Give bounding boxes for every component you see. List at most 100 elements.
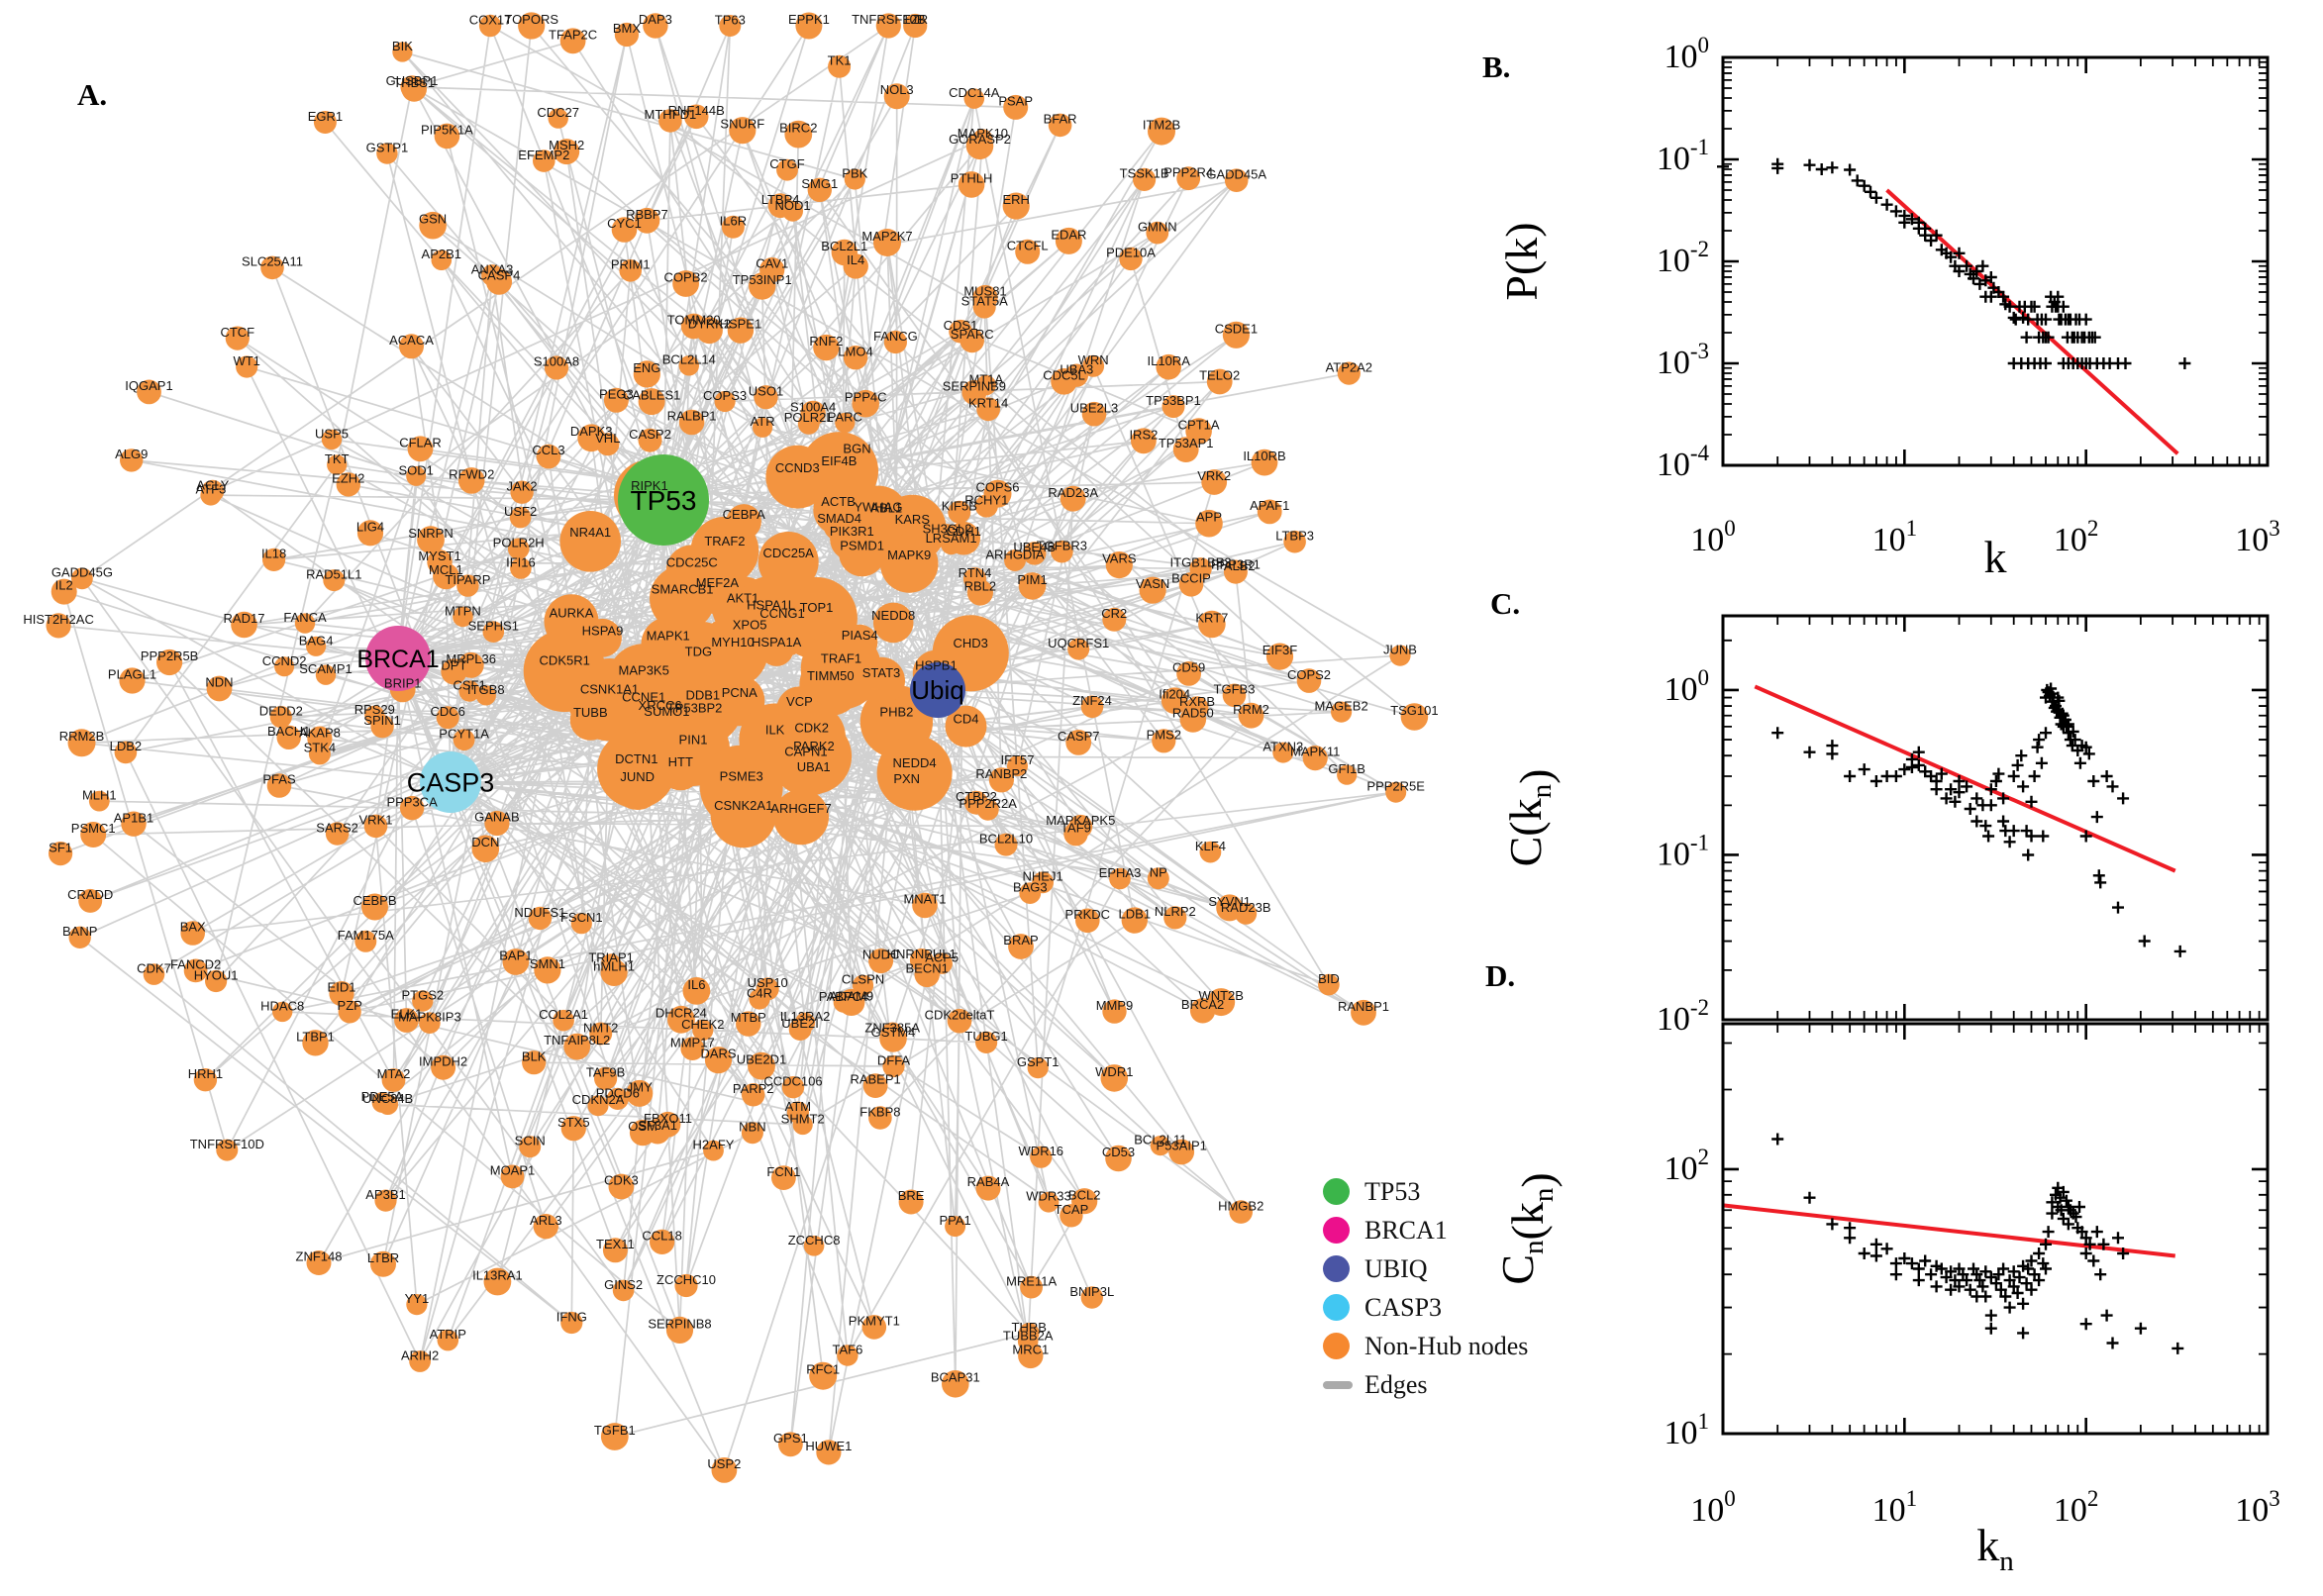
node-label: LTBP1 xyxy=(296,1029,335,1044)
node-label: SERPINB9 xyxy=(943,379,1006,394)
network-node xyxy=(528,906,553,931)
node-label: TP53BP2 xyxy=(667,701,723,716)
network-node xyxy=(1296,668,1322,693)
network-node xyxy=(1102,607,1127,632)
network-node xyxy=(1148,117,1175,146)
network-node xyxy=(843,253,868,279)
network-node xyxy=(1283,530,1306,553)
network-node xyxy=(727,317,755,344)
node-label: PHB2 xyxy=(879,704,913,719)
network-node xyxy=(945,1216,966,1238)
node-label: CTCFL xyxy=(1007,238,1049,252)
node-label: KRT14 xyxy=(968,396,1008,411)
node-label: VRK1 xyxy=(359,813,393,828)
network-node xyxy=(879,535,939,593)
network-node xyxy=(606,1087,629,1110)
node-label: PCYT1A xyxy=(439,727,489,742)
network-node xyxy=(325,822,350,846)
network-node xyxy=(882,1054,905,1078)
node-label: BANP xyxy=(62,924,97,939)
node-label: DAP3 xyxy=(639,12,672,27)
network-node xyxy=(741,1122,763,1145)
network-node xyxy=(180,921,205,946)
node-label: BCL2L10 xyxy=(979,831,1033,846)
node-label: TOP1 xyxy=(800,600,834,615)
node-label: IL13RA1 xyxy=(472,1267,523,1282)
node-label: SYVN1 xyxy=(1208,894,1251,909)
network-node xyxy=(942,1370,969,1398)
node-label: IFNG xyxy=(556,1309,587,1324)
node-label: VARS xyxy=(1102,551,1137,566)
node-label: PPP2R5E xyxy=(1366,779,1425,794)
node-label: TUBG1 xyxy=(964,1029,1007,1044)
node-label: BMX xyxy=(613,21,642,36)
node-label: CDC25A xyxy=(763,546,815,560)
network-node xyxy=(1331,701,1353,723)
node-label: MTA2 xyxy=(377,1066,411,1081)
node-label: LTBP4 xyxy=(761,192,800,207)
node-label: PRIM1 xyxy=(611,257,651,272)
network-node xyxy=(419,211,447,240)
node-label: SCAMP1 xyxy=(299,661,352,676)
node-label: DFFA xyxy=(877,1052,911,1067)
node-label: LMO4 xyxy=(838,344,872,358)
node-label: CCL3 xyxy=(532,443,564,457)
node-label: PARP2 xyxy=(733,1081,774,1096)
node-label: AURKA xyxy=(550,606,594,621)
node-label: UQCRFS1 xyxy=(1048,636,1109,650)
network-node xyxy=(1139,576,1166,604)
node-label: RFC1 xyxy=(806,1362,840,1377)
node-label: VCP xyxy=(786,694,813,709)
node-label: CDK3 xyxy=(604,1173,639,1188)
network-node xyxy=(431,249,453,270)
network-node xyxy=(846,444,868,465)
node-label: HUWE1 xyxy=(805,1439,852,1453)
node-label: JUNB xyxy=(1383,643,1417,657)
node-label: APP xyxy=(1196,510,1222,525)
node-label: MMP17 xyxy=(670,1035,715,1049)
tick-label: 102 xyxy=(1665,1145,1710,1187)
node-label: SNRPN xyxy=(408,526,454,541)
node-label: TUBB2A xyxy=(1003,1328,1054,1343)
legend-item: Edges xyxy=(1323,1365,1528,1404)
network-node xyxy=(749,272,776,300)
node-label: USP10 xyxy=(748,975,788,990)
node-label: TIMM50 xyxy=(807,668,855,683)
node-label: HIST2H2AC xyxy=(23,612,94,627)
network-node xyxy=(519,1136,542,1158)
network-node xyxy=(678,355,699,376)
node-label: EID1 xyxy=(328,980,356,995)
legend-label: TP53 xyxy=(1364,1176,1421,1206)
network-node xyxy=(1038,1191,1060,1213)
node-label: P53AIP1 xyxy=(1157,1139,1207,1153)
node-label: AKAP8 xyxy=(299,725,341,740)
network-node xyxy=(412,990,434,1012)
network-node xyxy=(721,215,745,239)
node-label: CHEK2 xyxy=(681,1017,724,1032)
node-label: IL6R xyxy=(720,214,747,229)
network-node xyxy=(876,735,953,811)
network-node xyxy=(323,569,346,592)
node-label: MTBP xyxy=(731,1010,766,1025)
node-label: FANCA xyxy=(283,610,327,625)
node-label: ATF3 xyxy=(195,482,226,497)
network-node xyxy=(321,429,343,450)
panel-d-label: D. xyxy=(1485,958,1516,993)
network-node xyxy=(1020,1275,1043,1299)
network-node xyxy=(436,706,459,730)
node-label: RFWD2 xyxy=(449,466,494,481)
network-node xyxy=(1004,549,1026,571)
node-label: WNT2B xyxy=(1198,988,1244,1003)
node-label: YY1 xyxy=(405,1291,430,1306)
node-label: FANCD2 xyxy=(170,957,221,972)
network-node xyxy=(1147,867,1169,890)
node-label: MTHFD1 xyxy=(645,107,697,122)
node-label: NDN xyxy=(205,675,233,690)
network-node xyxy=(1063,822,1088,847)
network-node xyxy=(183,958,208,983)
tick-label: 100 xyxy=(1665,33,1710,75)
network-node xyxy=(742,1083,765,1107)
network-node xyxy=(912,892,938,919)
network-node xyxy=(843,346,868,370)
